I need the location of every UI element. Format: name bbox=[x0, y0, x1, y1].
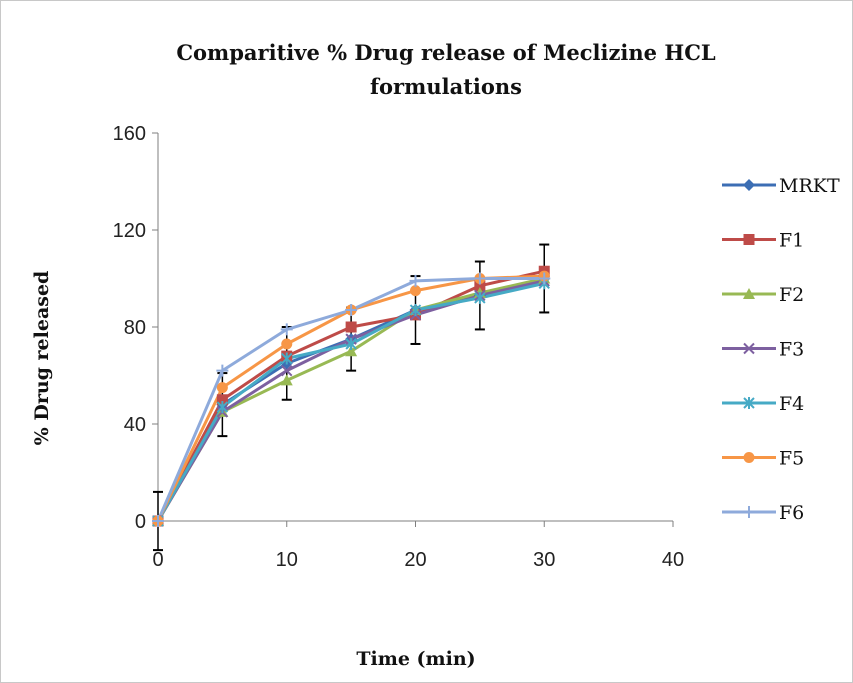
legend-marker bbox=[743, 342, 755, 355]
data-point-f6 bbox=[473, 272, 486, 285]
data-point-f4 bbox=[345, 337, 357, 350]
legend-marker bbox=[743, 506, 755, 518]
legend-label-f5: F5 bbox=[779, 448, 804, 470]
x-tick-label: 10 bbox=[276, 549, 298, 571]
y-tick-label: 40 bbox=[124, 414, 146, 436]
series-markers bbox=[152, 265, 551, 527]
data-point-f4 bbox=[474, 291, 486, 304]
x-tick-label: 40 bbox=[662, 549, 684, 571]
legend-marker bbox=[743, 288, 755, 299]
chart-title-line-1: Comparitive % Drug release of Meclizine … bbox=[176, 40, 716, 65]
data-point-f4 bbox=[281, 352, 293, 365]
legend-label-f3: F3 bbox=[779, 339, 804, 361]
data-point-f5 bbox=[410, 285, 421, 297]
legend-marker bbox=[743, 452, 755, 463]
data-point-f1 bbox=[474, 280, 486, 292]
y-tick-labels: 0 40 80 120 160 bbox=[113, 123, 146, 533]
legend-marker bbox=[743, 179, 755, 191]
data-point-f6 bbox=[345, 304, 358, 317]
legend: MRKT F1 F2 F3 F4 F5 F6 bbox=[722, 175, 840, 524]
legend-label-f1: F1 bbox=[779, 230, 804, 252]
data-point-f6 bbox=[152, 515, 164, 527]
data-point-f5 bbox=[216, 382, 228, 394]
y-tick-label: 80 bbox=[124, 317, 146, 339]
data-point-f5 bbox=[281, 338, 293, 350]
data-point-f2 bbox=[345, 345, 358, 357]
data-point-f1 bbox=[216, 394, 228, 406]
x-tick-label: 20 bbox=[404, 549, 426, 571]
legend-label-mrkt: MRKT bbox=[779, 175, 840, 197]
legend-label-f2: F2 bbox=[779, 284, 804, 306]
y-axis-title: % Drug released bbox=[31, 271, 53, 446]
x-axis-title: Time (min) bbox=[356, 648, 475, 670]
data-point-f4 bbox=[409, 304, 422, 317]
x-tick-label: 0 bbox=[152, 549, 163, 571]
legend-label-f4: F4 bbox=[779, 393, 804, 415]
x-tick-label: 30 bbox=[533, 549, 555, 571]
data-point-f1 bbox=[345, 321, 357, 333]
data-point-f6 bbox=[538, 272, 551, 285]
x-tick-labels: 0 10 20 30 40 bbox=[152, 549, 684, 571]
data-point-f3 bbox=[281, 364, 293, 377]
data-point-f6 bbox=[216, 364, 229, 377]
legend-marker bbox=[743, 234, 755, 245]
legend-label-f6: F6 bbox=[779, 502, 804, 524]
data-point-f6 bbox=[280, 323, 293, 336]
data-point-f4 bbox=[216, 401, 229, 414]
y-tick-label: 0 bbox=[135, 511, 146, 533]
y-tick-label: 160 bbox=[113, 123, 146, 145]
axes bbox=[152, 132, 674, 527]
chart-title-line-2: formulations bbox=[370, 74, 522, 99]
data-point-f2 bbox=[280, 374, 293, 386]
y-tick-label: 120 bbox=[113, 220, 146, 242]
data-point-f6 bbox=[409, 274, 422, 287]
legend-marker bbox=[743, 397, 755, 409]
